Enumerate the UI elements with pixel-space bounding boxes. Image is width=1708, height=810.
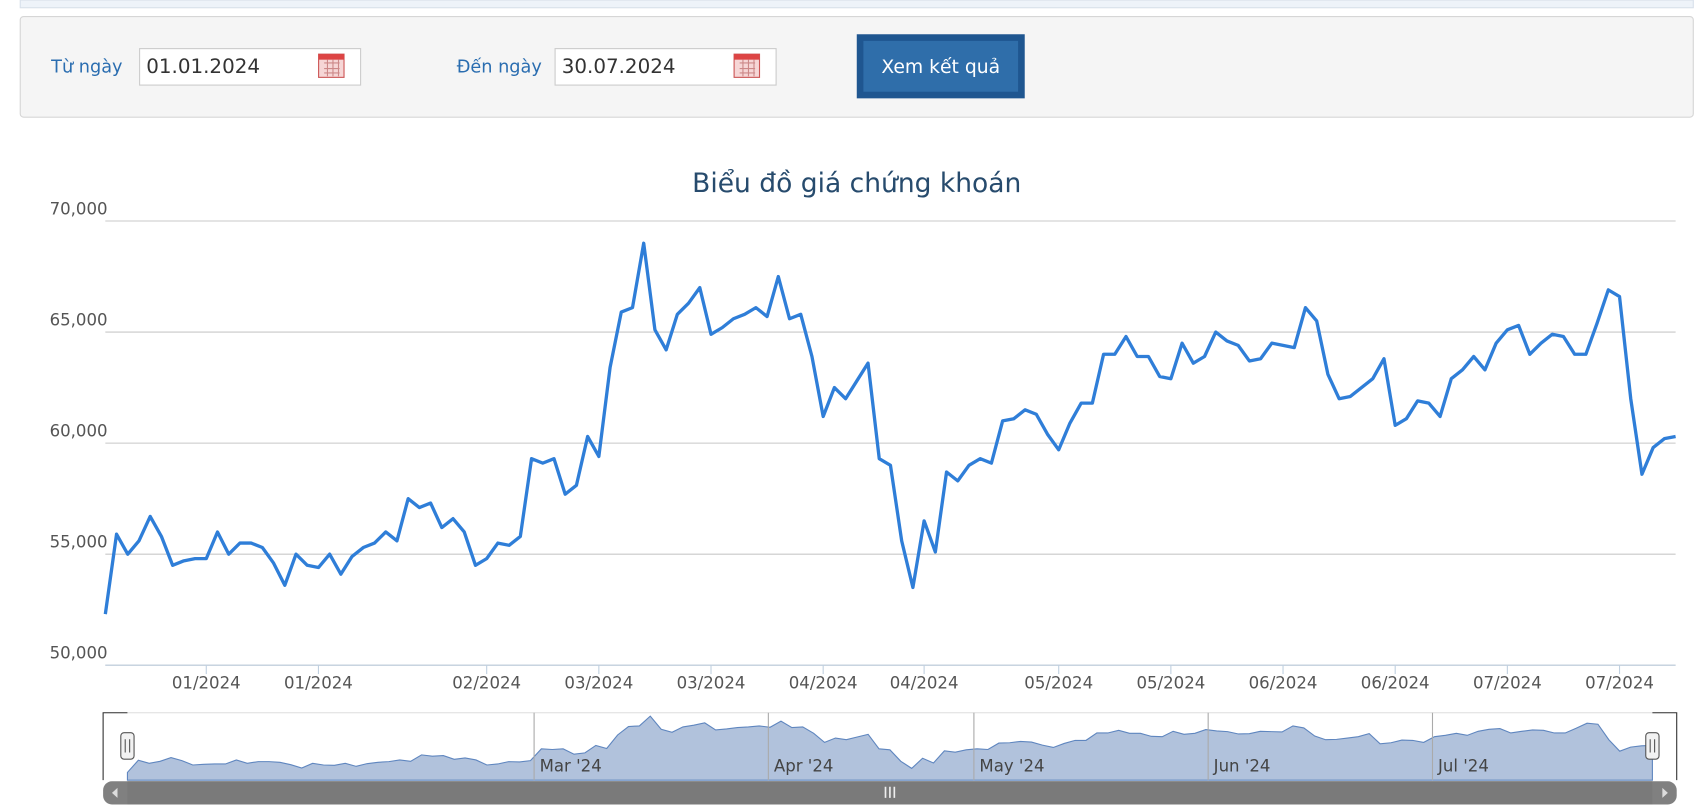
top-strip	[19, 0, 1694, 9]
submit-button[interactable]: Xem kết quả	[856, 34, 1025, 99]
x-tick-label: 03/2024	[677, 674, 746, 693]
navigator-label: May '24	[979, 756, 1044, 775]
scroll-right[interactable]	[1662, 787, 1668, 798]
y-tick-label: 55,000	[50, 533, 108, 552]
navigator-label: Apr '24	[774, 756, 834, 775]
navigator-handle[interactable]	[1645, 732, 1660, 760]
y-tick-label: 60,000	[50, 422, 108, 441]
y-tick-label: 50,000	[50, 644, 108, 663]
x-tick-label: 07/2024	[1585, 674, 1654, 693]
x-tick-label: 06/2024	[1249, 674, 1318, 693]
x-tick-label: 07/2024	[1473, 674, 1542, 693]
price-line	[103, 241, 1676, 615]
x-tick-label: 01/2024	[284, 674, 353, 693]
x-tick-label: 06/2024	[1361, 674, 1430, 693]
calendar-icon[interactable]	[733, 53, 761, 78]
x-tick-label: 03/2024	[564, 674, 633, 693]
to-value: 30.07.2024	[562, 55, 676, 78]
x-tick-label: 04/2024	[789, 674, 858, 693]
x-tick-label: 02/2024	[452, 674, 521, 693]
thumb-grip	[884, 786, 896, 798]
navigator-label: Mar '24	[540, 756, 602, 775]
from-label: Từ ngày	[50, 57, 122, 77]
handle-grip	[124, 739, 131, 753]
to-label: Đến ngày	[457, 56, 542, 77]
navigator-area	[126, 715, 1653, 781]
handle-grip	[1649, 739, 1656, 753]
y-tick-label: 65,000	[50, 311, 108, 330]
from-value: 01.01.2024	[146, 55, 260, 78]
y-tick-label: 70,000	[50, 199, 108, 218]
navigator-mask-edges	[102, 712, 1678, 781]
x-tick-label: 04/2024	[890, 674, 959, 693]
scroll-left[interactable]	[111, 787, 118, 798]
x-tick-label: 05/2024	[1024, 674, 1093, 693]
button-label: Xem kết quả	[881, 56, 1000, 78]
navigator-label: Jul '24	[1437, 756, 1489, 775]
x-tick-label: 05/2024	[1136, 674, 1205, 693]
x-tick-label: 01/2024	[172, 674, 241, 693]
navigator-handle[interactable]	[120, 732, 135, 760]
navigator-label: Jun '24	[1213, 756, 1271, 775]
chart-title: Biểu đồ giá chứng khoán	[692, 168, 1021, 199]
calendar-icon[interactable]	[318, 53, 345, 78]
